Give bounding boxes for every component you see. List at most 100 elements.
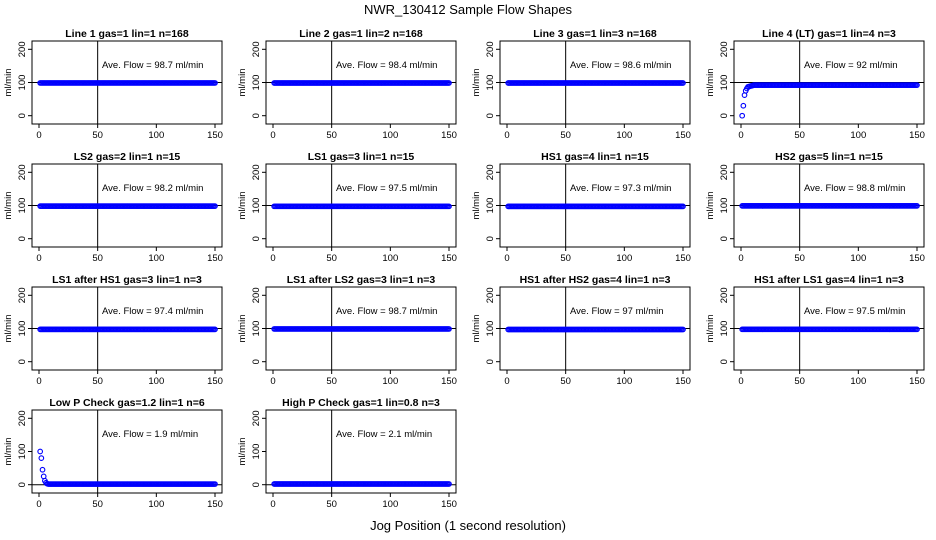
x-tick-label: 50 <box>92 376 103 387</box>
panel-9: LS1 after HS1 gas=3 lin=1 n=3 0 50 100 150 0 1… <box>3 274 223 387</box>
x-tick-label: 150 <box>675 130 691 141</box>
y-axis-label: ml/min <box>471 315 482 343</box>
x-tick-label: 0 <box>36 499 41 510</box>
x-tick-label: 0 <box>738 376 743 387</box>
panel-12: HS1 after LS1 gas=4 lin=1 n=3 0 50 100 150 0 1… <box>705 274 925 387</box>
average-flow-annotation: Ave. Flow = 98.2 ml/min <box>102 183 203 194</box>
x-tick-label: 100 <box>148 376 164 387</box>
panel-4: Line 4 (LT) gas=1 lin=4 n=3 0 50 100 150 0 100… <box>705 28 925 141</box>
y-tick-label: 0 <box>485 113 496 118</box>
panel-2: Line 2 gas=1 lin=2 n=168 0 50 100 150 0 100 200… <box>237 28 457 141</box>
x-tick-label: 100 <box>616 130 632 141</box>
y-tick-label: 200 <box>485 164 496 180</box>
data-point <box>212 326 218 333</box>
x-tick-label: 0 <box>270 253 275 264</box>
y-axis-label: ml/min <box>3 192 14 220</box>
x-tick-label: 150 <box>441 253 457 264</box>
y-tick-label: 0 <box>17 359 28 364</box>
x-tick-label: 0 <box>270 376 275 387</box>
figure-x-axis-title: Jog Position (1 second resolution) <box>370 518 566 533</box>
x-tick-label: 50 <box>326 253 337 264</box>
panel-title: Line 3 gas=1 lin=3 n=168 <box>533 28 657 40</box>
x-tick-label: 50 <box>92 130 103 141</box>
y-tick-label: 0 <box>17 236 28 241</box>
panel-title: Low P Check gas=1.2 lin=1 n=6 <box>49 397 204 409</box>
y-axis-label: ml/min <box>237 315 248 343</box>
x-tick-label: 100 <box>382 376 398 387</box>
x-tick-label: 150 <box>909 376 925 387</box>
x-tick-label: 100 <box>382 253 398 264</box>
y-tick-label: 100 <box>251 75 262 91</box>
y-tick-label: 200 <box>251 164 262 180</box>
plot-frame <box>31 409 223 494</box>
average-flow-annotation: Ave. Flow = 97.5 ml/min <box>804 306 905 317</box>
x-tick-label: 100 <box>382 130 398 141</box>
y-axis-label: ml/min <box>3 438 14 466</box>
x-tick-label: 0 <box>270 130 275 141</box>
average-flow-annotation: Ave. Flow = 98.7 ml/min <box>102 60 203 71</box>
data-point <box>212 80 218 86</box>
average-flow-annotation: Ave. Flow = 97 ml/min <box>570 306 664 317</box>
x-tick-label: 50 <box>794 376 805 387</box>
x-tick-label: 150 <box>675 376 691 387</box>
y-tick-label: 0 <box>719 236 730 241</box>
y-axis-label: ml/min <box>237 192 248 220</box>
average-flow-annotation: Ave. Flow = 92 ml/min <box>804 60 898 71</box>
y-tick-label: 100 <box>17 198 28 214</box>
y-axis-label: ml/min <box>705 192 716 220</box>
x-tick-label: 150 <box>441 499 457 510</box>
x-tick-label: 50 <box>326 376 337 387</box>
average-flow-annotation: Ave. Flow = 97.3 ml/min <box>570 183 671 194</box>
data-point <box>38 455 45 461</box>
x-tick-label: 100 <box>850 376 866 387</box>
panel-title: LS1 after HS1 gas=3 lin=1 n=3 <box>52 274 202 286</box>
x-tick-label: 150 <box>207 499 223 510</box>
y-tick-label: 100 <box>17 321 28 337</box>
panel-11: HS1 after HS2 gas=4 lin=1 n=3 0 50 100 150 0 1… <box>471 274 691 387</box>
average-flow-annotation: Ave. Flow = 97.4 ml/min <box>102 306 203 317</box>
y-tick-label: 0 <box>251 236 262 241</box>
x-tick-label: 100 <box>148 253 164 264</box>
panel-3: Line 3 gas=1 lin=3 n=168 0 50 100 150 0 100 200… <box>471 28 691 141</box>
y-axis-label: ml/min <box>471 192 482 220</box>
y-axis-label: ml/min <box>237 69 248 97</box>
y-tick-label: 100 <box>17 444 28 460</box>
x-tick-label: 50 <box>560 130 571 141</box>
x-tick-label: 50 <box>560 253 571 264</box>
x-tick-label: 50 <box>92 499 103 510</box>
x-tick-label: 150 <box>441 130 457 141</box>
x-tick-label: 150 <box>207 130 223 141</box>
y-tick-label: 200 <box>719 287 730 303</box>
plot-frame <box>265 409 457 494</box>
y-tick-label: 0 <box>719 359 730 364</box>
x-tick-label: 0 <box>36 253 41 264</box>
y-tick-label: 100 <box>17 75 28 91</box>
x-tick-label: 50 <box>326 499 337 510</box>
x-tick-label: 0 <box>270 499 275 510</box>
y-tick-label: 0 <box>17 482 28 487</box>
y-tick-label: 100 <box>251 321 262 337</box>
panel-5: LS2 gas=2 lin=1 n=15 0 50 100 150 0 100 200 ml/m… <box>3 151 223 264</box>
y-axis-label: ml/min <box>705 315 716 343</box>
data-point <box>914 326 920 333</box>
y-tick-label: 0 <box>251 359 262 364</box>
y-tick-label: 100 <box>485 321 496 337</box>
data-point <box>680 80 686 86</box>
y-tick-label: 200 <box>719 164 730 180</box>
panel-1: Line 1 gas=1 lin=1 n=168 0 50 100 150 0 100 200… <box>3 28 223 141</box>
data-point <box>680 203 686 210</box>
data-point <box>446 481 452 487</box>
average-flow-annotation: Ave. Flow = 98.6 ml/min <box>570 60 671 71</box>
data-point <box>212 481 218 487</box>
y-tick-label: 200 <box>17 164 28 180</box>
y-axis-label: ml/min <box>237 438 248 466</box>
y-tick-label: 200 <box>17 287 28 303</box>
y-tick-label: 200 <box>251 410 262 426</box>
panel-title: High P Check gas=1 lin=0.8 n=3 <box>282 397 440 409</box>
x-tick-label: 0 <box>36 130 41 141</box>
y-tick-label: 0 <box>719 113 730 118</box>
y-tick-label: 200 <box>719 41 730 57</box>
x-tick-label: 100 <box>616 253 632 264</box>
y-tick-label: 0 <box>485 359 496 364</box>
